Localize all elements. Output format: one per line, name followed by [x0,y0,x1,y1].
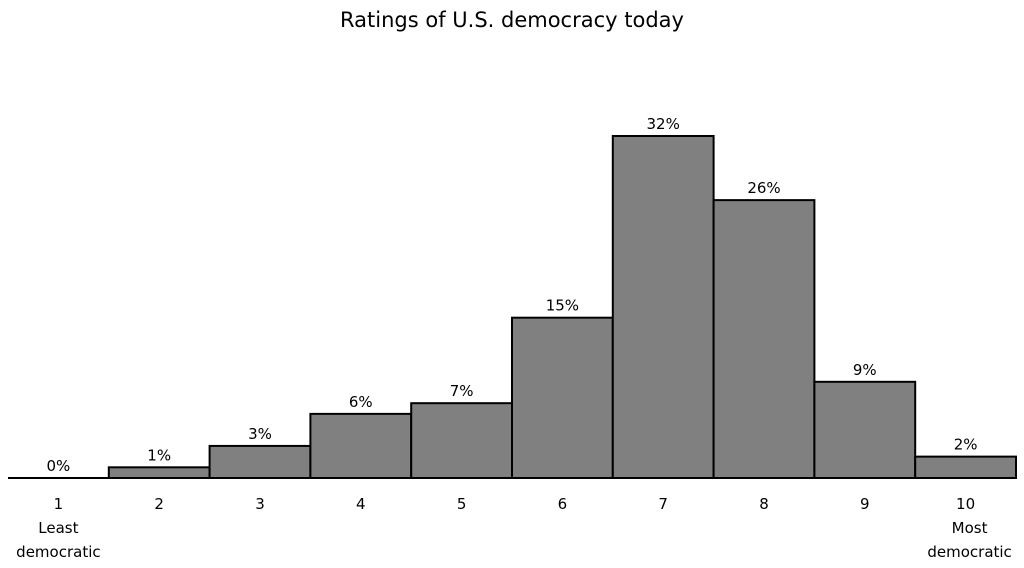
data-label-7: 32% [647,115,680,133]
data-label-2: 1% [147,446,171,464]
bar-7 [611,135,715,479]
tick-label-5: 5 [457,495,467,513]
tick-label-9: 9 [860,495,870,513]
tick-label-2: 2 [154,495,164,513]
chart-title: Ratings of U.S. democracy today [340,8,684,32]
tick-label-10: 10 [956,495,975,513]
tick-label-6: 6 [558,495,568,513]
tick-label-7: 7 [658,495,668,513]
bar-3 [208,444,312,479]
data-label-3: 3% [248,425,272,443]
data-label-5: 7% [450,382,474,400]
bar-5 [410,402,514,479]
tick-label-1: 1 [54,495,64,513]
bar-10 [914,455,1018,479]
bar-2 [107,466,211,479]
tick-sublabel-low-1: democratic [16,543,100,561]
tick-label-8: 8 [759,495,769,513]
data-label-10: 2% [954,436,978,454]
bar-9 [813,380,917,479]
bar-4 [309,412,413,479]
data-label-6: 15% [546,297,579,315]
data-label-9: 9% [853,361,877,379]
tick-label-3: 3 [255,495,265,513]
tick-sublabel-low-0: Least [38,519,78,537]
bar-6 [511,316,614,479]
bar-8 [712,199,816,479]
data-label-4: 6% [349,393,373,411]
data-label-8: 26% [747,179,780,197]
data-label-1: 0% [47,457,71,475]
tick-sublabel-high-0: Most [952,519,988,537]
tick-label-4: 4 [356,495,366,513]
tick-sublabel-high-1: democratic [927,543,1011,561]
